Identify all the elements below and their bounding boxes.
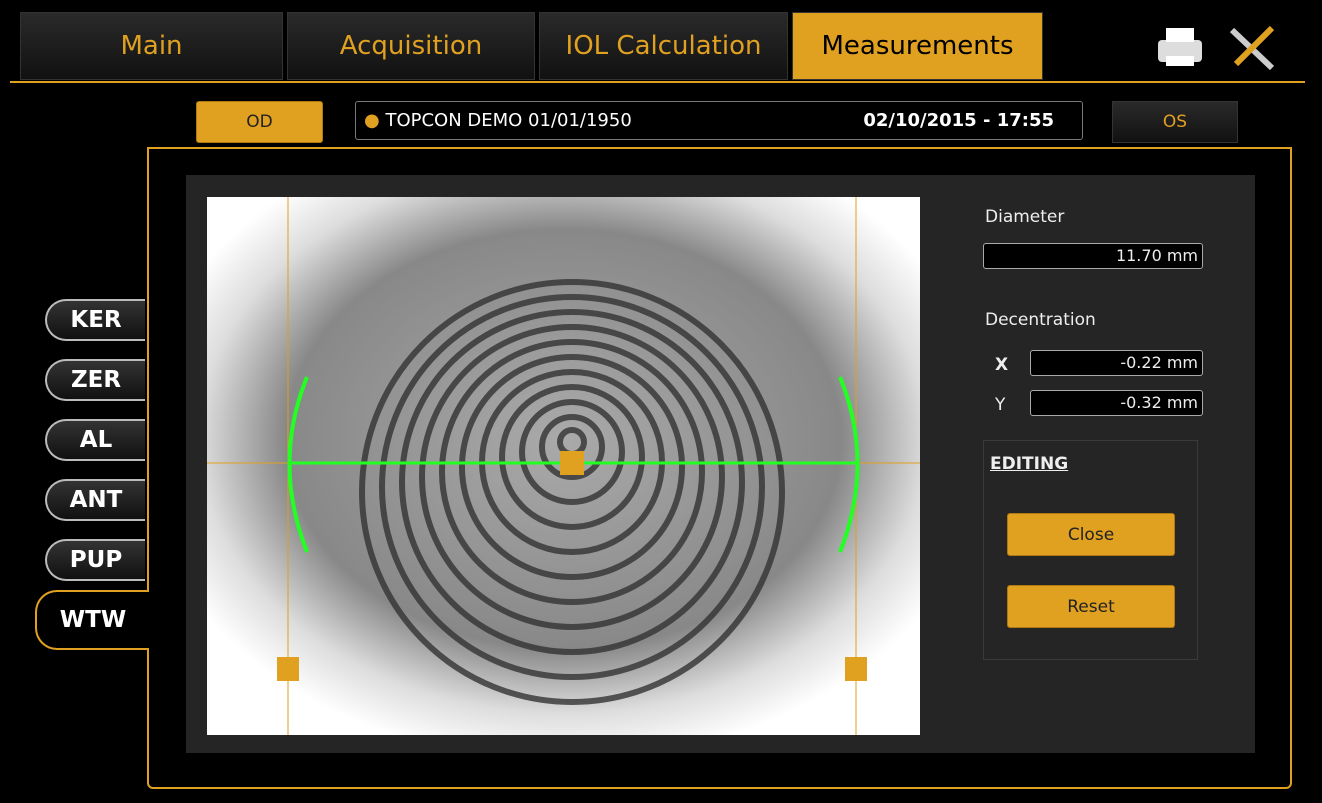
- divider: [10, 81, 1305, 83]
- od-button[interactable]: OD: [196, 101, 323, 143]
- patient-bar: ● TOPCON DEMO 01/01/1950 02/10/2015 - 17…: [355, 101, 1083, 140]
- value-field: 11.70 mm: [983, 243, 1203, 269]
- eye-image: [207, 197, 920, 735]
- label: Diameter: [985, 207, 1065, 227]
- tool-icons[interactable]: [1150, 20, 1290, 76]
- side-tab[interactable]: KER: [45, 299, 145, 341]
- side-tab[interactable]: ZER: [45, 359, 145, 401]
- reset-button[interactable]: Reset: [1007, 585, 1175, 628]
- tab[interactable]: Main: [20, 12, 283, 80]
- label: X: [995, 355, 1009, 375]
- side-tab-active[interactable]: WTW: [35, 590, 149, 650]
- tab-active[interactable]: Measurements: [792, 12, 1043, 80]
- os-button[interactable]: OS: [1112, 101, 1238, 143]
- side-tab[interactable]: AL: [45, 419, 145, 461]
- tab[interactable]: Acquisition: [287, 12, 535, 80]
- value-field: -0.32 mm: [1030, 390, 1203, 416]
- close-button[interactable]: Close: [1007, 513, 1175, 556]
- side-tab[interactable]: ANT: [45, 479, 145, 521]
- datetime: 02/10/2015 - 17:55: [863, 110, 1054, 131]
- tab[interactable]: IOL Calculation: [539, 12, 788, 80]
- label: Y: [995, 395, 1006, 415]
- value-field: -0.22 mm: [1030, 350, 1203, 376]
- editing-panel: [983, 440, 1198, 660]
- patient: TOPCON DEMO 01/01/1950: [385, 110, 632, 131]
- side-tab[interactable]: PUP: [45, 539, 145, 581]
- label: EDITING: [990, 454, 1069, 474]
- main-panel: [147, 147, 1292, 789]
- label: Decentration: [985, 310, 1096, 330]
